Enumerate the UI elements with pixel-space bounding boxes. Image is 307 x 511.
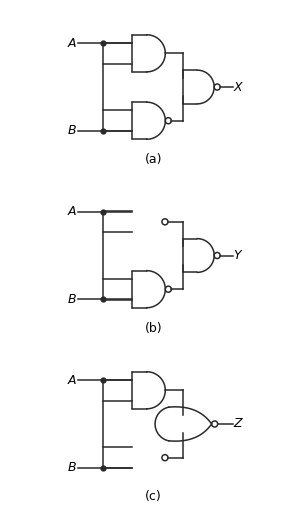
- Text: X: X: [234, 81, 242, 94]
- Text: (b): (b): [145, 322, 162, 335]
- Text: Y: Y: [234, 249, 241, 262]
- Text: (a): (a): [145, 153, 162, 166]
- Text: B: B: [67, 124, 76, 137]
- Text: A: A: [68, 205, 76, 218]
- Text: B: B: [67, 293, 76, 306]
- Text: B: B: [67, 461, 76, 474]
- Text: A: A: [68, 374, 76, 387]
- Text: Z: Z: [234, 417, 242, 430]
- Text: (c): (c): [145, 490, 162, 503]
- Text: A: A: [68, 37, 76, 50]
